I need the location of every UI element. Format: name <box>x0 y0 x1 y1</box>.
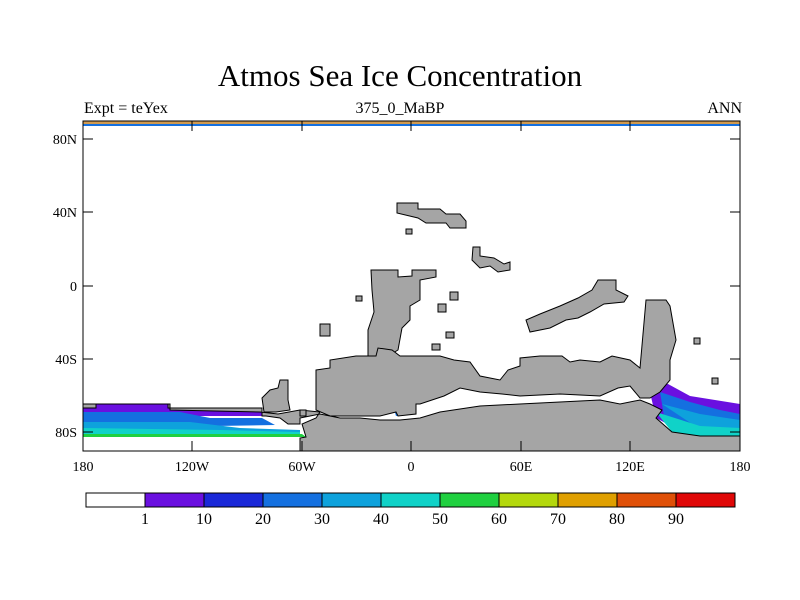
land-islet-3 <box>449 291 459 301</box>
colorbar-swatch <box>498 492 559 508</box>
experiment-label: Expt = teYex <box>84 100 168 117</box>
colorbar-label: 40 <box>373 511 389 528</box>
x-tick-label: 0 <box>408 460 415 475</box>
land-southern-rim <box>82 399 741 452</box>
land-east <box>525 279 629 333</box>
x-tick-label: 120E <box>615 460 645 475</box>
colorbar-label: 20 <box>255 511 271 528</box>
x-axis <box>82 121 741 451</box>
land-equatorial <box>367 269 437 361</box>
colorbar-label: 50 <box>432 511 448 528</box>
sea-ice-west <box>83 404 306 437</box>
y-tick-label: 80S <box>55 426 77 441</box>
land-islet-5 <box>319 323 331 337</box>
x-axis-labels: 180 120W 60W 0 60E 120E 180 <box>73 460 751 475</box>
colorbar-swatch <box>675 492 736 508</box>
land-islet-4 <box>437 303 447 313</box>
y-tick-label: 80N <box>53 133 77 148</box>
land-peninsula <box>261 379 291 413</box>
colorbar-label: 60 <box>491 511 507 528</box>
colorbar-swatch <box>262 492 323 508</box>
colorbar <box>85 492 736 508</box>
colorbar-label: 90 <box>668 511 684 528</box>
y-tick-label: 40N <box>53 206 77 221</box>
colorbar-labels: 1 10 20 30 40 50 60 70 80 90 <box>141 511 684 528</box>
colorbar-label: 80 <box>609 511 625 528</box>
x-tick-label: 180 <box>73 460 94 475</box>
colorbar-swatch <box>380 492 441 508</box>
colorbar-label: 70 <box>550 511 566 528</box>
colorbar-swatch <box>203 492 264 508</box>
y-axis <box>83 138 740 433</box>
colorbar-swatch <box>439 492 500 508</box>
colorbar-swatch <box>85 492 146 508</box>
land-islet-1 <box>405 228 413 235</box>
season-label: ANN <box>707 100 742 117</box>
x-tick-label: 60W <box>288 460 316 475</box>
colorbar-label: 30 <box>314 511 330 528</box>
x-tick-label: 180 <box>730 460 751 475</box>
time-label: 375_0_MaBP <box>355 100 445 117</box>
land-islet-10 <box>299 409 307 417</box>
land-south <box>315 299 677 417</box>
x-tick-label: 60E <box>510 460 533 475</box>
x-tick-label: 120W <box>175 460 210 475</box>
sea-ice-east <box>648 384 740 437</box>
colorbar-label: 10 <box>196 511 212 528</box>
y-axis-labels: 80N 40N 0 40S 80S <box>53 133 77 441</box>
land-north-2 <box>471 246 511 273</box>
land-islet-2 <box>355 295 363 302</box>
colorbar-swatch <box>321 492 382 508</box>
colorbar-swatch <box>616 492 677 508</box>
land-islet-9 <box>711 377 719 385</box>
land-islet-8 <box>693 337 701 345</box>
land-islet-7 <box>445 331 455 339</box>
colorbar-swatch <box>557 492 618 508</box>
land-north-1 <box>396 202 467 229</box>
y-tick-label: 40S <box>55 353 77 368</box>
colorbar-swatch <box>144 492 205 508</box>
continents <box>82 202 741 452</box>
y-tick-label: 0 <box>70 280 77 295</box>
colorbar-label: 1 <box>141 511 149 528</box>
land-islet-6 <box>431 343 441 351</box>
map-title: Atmos Sea Ice Concentration <box>217 58 583 93</box>
